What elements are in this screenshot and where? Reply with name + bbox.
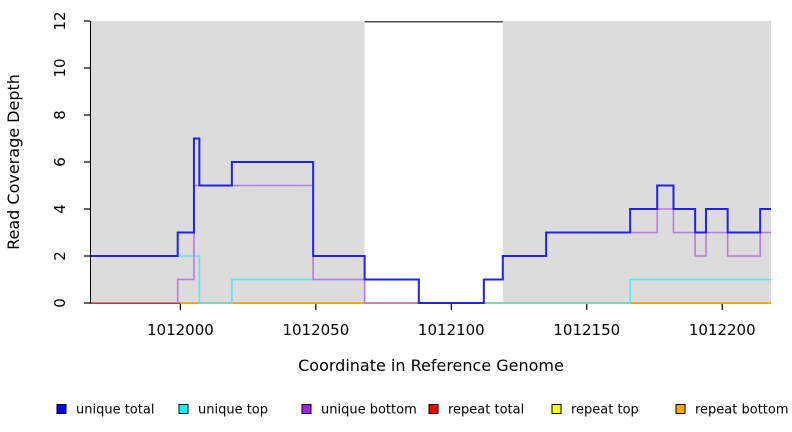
legend-item: repeat bottom (675, 403, 789, 418)
legend-item: repeat total (428, 403, 524, 418)
legend-item: unique top (178, 403, 268, 418)
legend-swatch (675, 404, 686, 414)
legend-label: unique top (198, 403, 268, 418)
gap-band (364, 21, 503, 303)
y-tick-label: 0 (51, 298, 69, 308)
legend-swatch (178, 404, 189, 414)
x-tick-label: 1012000 (147, 321, 214, 339)
y-axis-title: Read Coverage Depth (4, 74, 23, 250)
legend-swatch (56, 404, 67, 414)
y-tick-label: 8 (51, 110, 69, 120)
series-unique-total (91, 137, 771, 304)
legend-label: repeat top (571, 403, 639, 418)
legend-label: unique bottom (321, 403, 417, 418)
y-tick-label: 10 (51, 58, 69, 77)
legend-item: repeat top (551, 403, 639, 418)
legend-swatch (428, 404, 439, 414)
y-tick-label: 2 (51, 251, 69, 261)
x-tick-label: 1012150 (553, 321, 620, 339)
legend-label: repeat bottom (695, 403, 789, 418)
x-tick-label: 1012050 (282, 321, 349, 339)
y-tick-label: 6 (51, 157, 69, 167)
legend-swatch (551, 404, 562, 414)
legend-label: unique total (76, 403, 154, 418)
y-tick-label: 12 (51, 11, 69, 30)
legend-swatch (301, 404, 312, 414)
x-tick-label: 1012200 (689, 321, 756, 339)
y-tick-label: 4 (51, 204, 69, 214)
legend-label: repeat total (448, 403, 524, 418)
legend-item: unique bottom (301, 403, 417, 418)
legend-item: unique total (56, 403, 154, 418)
x-axis-title: Coordinate in Reference Genome (298, 356, 564, 375)
x-tick-label: 1012100 (418, 321, 485, 339)
